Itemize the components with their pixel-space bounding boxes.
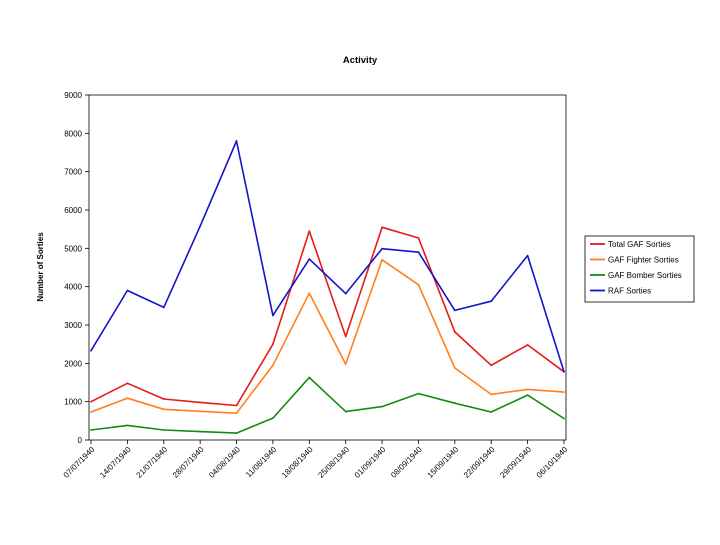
- data-point: [417, 237, 420, 239]
- y-tick-label: 2000: [64, 359, 82, 368]
- x-axis-ticks: 07/07/1940 14/07/1940 21/07/1940 28/07/1940…: [62, 440, 570, 480]
- legend-label: RAF Sorties: [608, 287, 651, 296]
- data-point: [90, 411, 92, 413]
- data-point: [417, 392, 420, 395]
- y-tick-label: 9000: [64, 91, 82, 100]
- data-point: [235, 404, 238, 407]
- data-point: [490, 411, 493, 413]
- data-point: [272, 343, 274, 346]
- data-point: [235, 432, 238, 434]
- series-line-0: [90, 226, 565, 407]
- data-point: [417, 283, 420, 286]
- x-tick-label: 21/07/1940: [135, 445, 170, 480]
- data-point: [344, 410, 347, 413]
- data-point: [453, 331, 456, 333]
- data-point: [381, 226, 383, 229]
- x-tick-label: 15/09/1940: [426, 445, 461, 480]
- series-layer: [90, 140, 565, 434]
- data-point: [344, 292, 347, 295]
- y-tick-label: 5000: [64, 244, 82, 253]
- legend: Total GAF Sorties GAF Fighter Sorties GAF …: [584, 235, 695, 303]
- data-point: [162, 408, 165, 411]
- legend-label: GAF Fighter Sorties: [608, 256, 679, 265]
- legend-label: GAF Bomber Sorties: [608, 271, 682, 280]
- data-point: [308, 292, 311, 295]
- data-point: [90, 349, 92, 352]
- y-tick-label: 7000: [64, 168, 82, 177]
- x-tick-label: 04/08/1940: [207, 445, 242, 480]
- data-point: [490, 300, 493, 303]
- x-tick-label: 14/07/1940: [98, 445, 133, 480]
- data-point: [272, 314, 274, 317]
- plot-area: [88, 94, 567, 441]
- data-point: [308, 376, 311, 379]
- x-tick-label: 08/09/1940: [389, 445, 424, 480]
- data-point: [381, 405, 383, 408]
- data-point: [90, 429, 92, 431]
- data-point: [453, 402, 456, 405]
- data-point: [199, 410, 202, 413]
- x-tick-label: 18/08/1940: [280, 445, 315, 480]
- data-point: [526, 254, 529, 257]
- data-point: [199, 225, 202, 228]
- data-point: [563, 370, 565, 373]
- data-point: [344, 335, 347, 338]
- data-point: [526, 344, 529, 346]
- x-tick-label: 06/10/1940: [535, 445, 570, 480]
- data-point: [308, 230, 311, 233]
- data-point: [272, 364, 274, 367]
- data-point: [126, 397, 129, 400]
- x-tick-label: 22/09/1940: [462, 445, 497, 480]
- series-line-1: [90, 258, 565, 415]
- data-point: [563, 417, 565, 420]
- x-tick-label: 29/09/1940: [498, 445, 533, 480]
- chart-title: Activity: [343, 55, 378, 66]
- data-point: [199, 401, 202, 404]
- data-point: [272, 417, 274, 419]
- data-point: [235, 140, 238, 142]
- data-point: [90, 400, 92, 403]
- data-point: [126, 382, 129, 385]
- data-point: [199, 430, 202, 433]
- data-point: [126, 289, 129, 292]
- data-point: [126, 424, 129, 427]
- series-line-2: [90, 376, 565, 434]
- data-point: [453, 309, 456, 312]
- x-tick-label: 28/07/1940: [171, 445, 206, 480]
- x-tick-label: 25/08/1940: [316, 445, 351, 480]
- data-point: [308, 258, 311, 260]
- data-point: [344, 363, 347, 365]
- data-point: [162, 306, 165, 309]
- y-tick-label: 8000: [64, 129, 82, 138]
- data-point: [490, 393, 493, 396]
- data-point: [417, 251, 420, 254]
- data-point: [235, 412, 238, 415]
- data-point: [563, 391, 565, 393]
- x-tick-label: 01/09/1940: [353, 445, 388, 480]
- y-tick-label: 6000: [64, 206, 82, 215]
- data-point: [381, 247, 383, 250]
- data-point: [526, 394, 529, 396]
- y-axis-ticks: 0 1000 2000 3000 4000 5000 6000 7000 8000 9000: [64, 91, 89, 445]
- data-point: [453, 367, 456, 369]
- y-tick-label: 4000: [64, 283, 82, 292]
- x-tick-label: 07/07/1940: [62, 445, 97, 480]
- data-point: [162, 429, 165, 431]
- y-tick-label: 3000: [64, 321, 82, 330]
- y-tick-label: 1000: [64, 398, 82, 407]
- y-tick-label: 0: [78, 436, 83, 445]
- x-tick-label: 11/08/1940: [244, 445, 279, 480]
- series-line-3: [90, 140, 565, 373]
- y-axis-label: Number of Sorties: [36, 232, 45, 302]
- data-point: [381, 258, 383, 261]
- data-point: [490, 364, 493, 367]
- data-point: [162, 398, 165, 400]
- legend-label: Total GAF Sorties: [608, 240, 671, 249]
- data-point: [526, 388, 529, 391]
